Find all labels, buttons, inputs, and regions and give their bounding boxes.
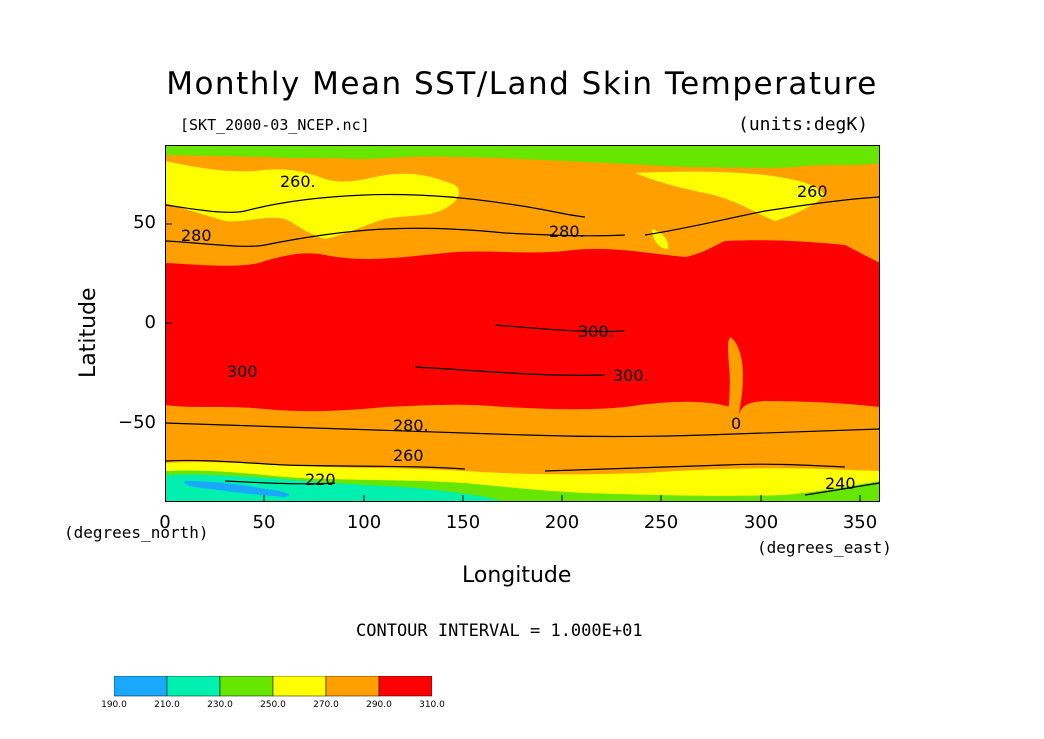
band-cyan-south <box>165 474 505 502</box>
colorbar-label-3: 250.0 <box>260 700 286 710</box>
y-tick-50: 50 <box>133 212 156 233</box>
colorbar-swatch-2 <box>219 676 274 697</box>
y-tick-minus-50: −50 <box>118 412 156 433</box>
contour-label-11: 240 <box>825 474 856 493</box>
contour-label-5: 300. <box>578 322 614 341</box>
band-yellow-small <box>652 229 669 249</box>
colorbar-swatch-4 <box>325 676 380 697</box>
file-label: [SKT_2000-03_NCEP.nc] <box>180 116 370 134</box>
contour-label-4: 280. <box>549 222 585 241</box>
x-tick-300: 300 <box>743 512 779 533</box>
units-label: (units:degK) <box>738 114 869 135</box>
contour-label-3: 280 <box>181 226 212 245</box>
y-axis-label: Latitude <box>76 287 101 378</box>
x-axis-units: (degrees_east) <box>757 538 892 557</box>
contour-interval: CONTOUR INTERVAL = 1.000E+01 <box>356 621 643 641</box>
colorbar-label-0: 190.0 <box>101 700 127 710</box>
colorbar-swatch-0 <box>114 676 168 697</box>
temperature-map: 260. 260 280 280. 300. 300. 300 280. 260… <box>165 145 880 502</box>
band-green-north <box>165 145 880 168</box>
x-tick-150: 150 <box>445 512 481 533</box>
band-orange-andes <box>727 337 743 433</box>
colorbar <box>114 676 432 697</box>
contour-label-1: 260. <box>280 172 316 191</box>
contour-label-10: 220 <box>305 470 336 489</box>
x-tick-200: 200 <box>544 512 580 533</box>
x-tick-100: 100 <box>346 512 382 533</box>
x-tick-0: 0 <box>159 512 171 533</box>
contour-lines <box>165 193 880 496</box>
colorbar-swatch-5 <box>378 676 432 697</box>
contour-label-6: 300. <box>613 366 649 385</box>
contour-label-8: 280. <box>393 416 429 435</box>
x-tick-250: 250 <box>643 512 679 533</box>
y-tick-0: 0 <box>144 312 156 333</box>
contour-label-2: 260 <box>797 182 828 201</box>
band-yellow-north <box>165 161 460 239</box>
map-title: Monthly Mean SST/Land Skin Temperature <box>166 66 878 102</box>
contour-label-12: 0 <box>731 414 741 433</box>
colorbar-swatch-1 <box>166 676 221 697</box>
contour-label-9: 260 <box>393 446 424 465</box>
colorbar-swatch-3 <box>272 676 327 697</box>
x-tick-50: 50 <box>252 512 276 533</box>
x-tick-350: 350 <box>842 512 878 533</box>
colorbar-label-2: 230.0 <box>207 700 233 710</box>
colorbar-label-6: 310.0 <box>419 700 445 710</box>
colorbar-label-4: 270.0 <box>313 700 339 710</box>
x-axis-label: Longitude <box>462 563 572 588</box>
y-axis-units: (degrees_north) <box>64 523 209 542</box>
colorbar-label-1: 210.0 <box>154 700 180 710</box>
colorbar-label-5: 290.0 <box>366 700 392 710</box>
axis-tick-marks <box>165 223 861 502</box>
band-blue-south <box>184 481 289 497</box>
contour-label-7: 300 <box>227 362 258 381</box>
band-red-tropics <box>165 240 880 417</box>
